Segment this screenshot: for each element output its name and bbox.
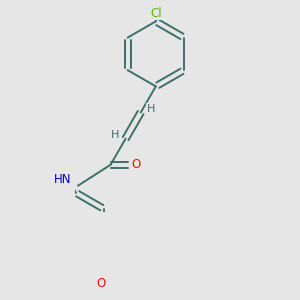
Text: H: H	[111, 130, 119, 140]
Text: H: H	[147, 104, 155, 114]
Text: O: O	[97, 277, 106, 290]
Text: O: O	[131, 158, 141, 171]
Text: HN: HN	[54, 173, 72, 186]
Text: Cl: Cl	[150, 7, 162, 20]
